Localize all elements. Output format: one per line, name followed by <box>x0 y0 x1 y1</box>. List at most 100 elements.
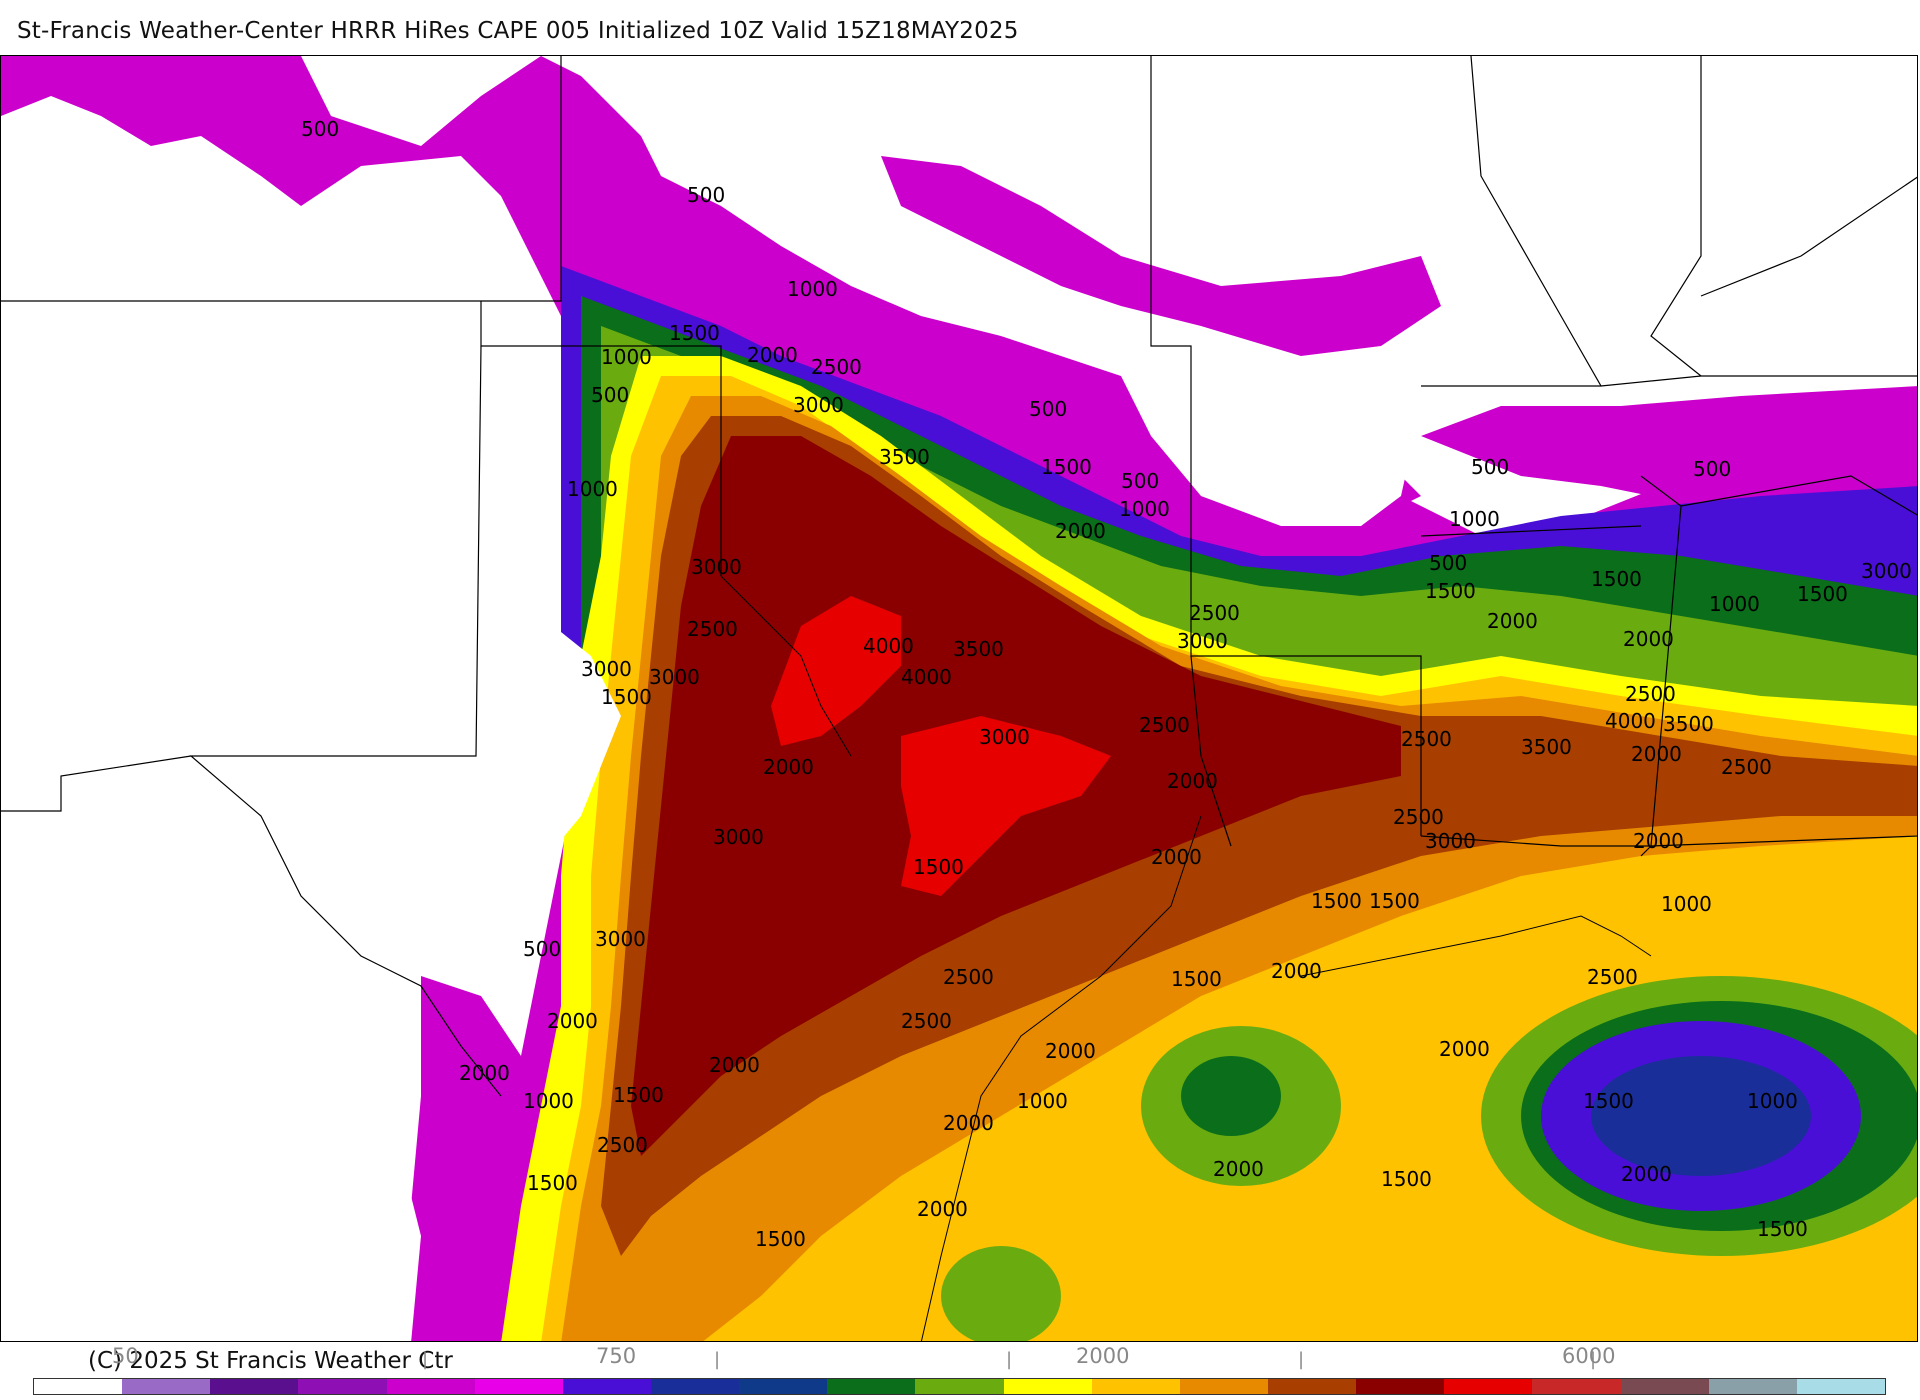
contour-label: 2000 <box>709 1053 760 1077</box>
colorbar-tick-icon: | <box>1006 1349 1013 1370</box>
contour-label: 2000 <box>1167 769 1218 793</box>
contour-label: 1500 <box>755 1227 806 1251</box>
cape-map: 500 500 1000 1500 1000 2000 2500 500 300… <box>0 55 1918 1342</box>
contour-label: 2500 <box>901 1009 952 1033</box>
contour-label: 2000 <box>1439 1037 1490 1061</box>
contour-label: 500 <box>1029 397 1067 421</box>
contour-label: 2000 <box>1213 1157 1264 1181</box>
colorbar-swatch <box>650 1379 740 1394</box>
coastline <box>720 575 1652 1341</box>
contour-label: 1500 <box>613 1083 664 1107</box>
contour-label: 2500 <box>1189 601 1240 625</box>
contour-label: 1000 <box>1709 592 1760 616</box>
contour-label: 1000 <box>787 277 838 301</box>
contour-label: 500 <box>301 117 339 141</box>
colorbar-swatch <box>1708 1379 1797 1394</box>
colorbar-swatch <box>1267 1379 1357 1394</box>
contour-label: 4000 <box>863 634 914 658</box>
map-title: St-Francis Weather-Center HRRR HiRes CAP… <box>17 18 1019 44</box>
colorbar-label: 750 <box>596 1344 637 1368</box>
colorbar-swatch <box>210 1379 299 1394</box>
contour-label: 4000 <box>1605 709 1656 733</box>
contour-label: 2000 <box>1271 959 1322 983</box>
colorbar-tick-icon: | <box>1590 1349 1597 1370</box>
contour-label: 1000 <box>601 345 652 369</box>
contour-label: 1000 <box>1449 507 1500 531</box>
cape-field: 500 500 1000 1500 1000 2000 2500 500 300… <box>1 56 1917 1341</box>
contour-label: 1000 <box>523 1089 574 1113</box>
contour-label: 1500 <box>1311 889 1362 913</box>
colorbar-swatch <box>1091 1379 1180 1394</box>
contour-label: 500 <box>687 183 725 207</box>
contour-label: 2000 <box>459 1061 510 1085</box>
contour-labels: 500 500 1000 1500 1000 2000 2500 500 300… <box>301 117 1912 1251</box>
colorbar-swatch <box>1356 1379 1445 1394</box>
contour-label: 3500 <box>1521 735 1572 759</box>
contour-label: 2000 <box>763 755 814 779</box>
colorbar-swatch <box>1444 1379 1533 1394</box>
no-cape-land <box>1 56 1917 1341</box>
colorbar-tick-icon: | <box>1298 1349 1305 1370</box>
border-lines <box>1 56 1917 1097</box>
contour-label: 2500 <box>811 355 862 379</box>
contour-label: 4000 <box>901 665 952 689</box>
contour-label: 1500 <box>1041 455 1092 479</box>
contour-label: 3500 <box>1663 712 1714 736</box>
colorbar-swatch <box>915 1379 1004 1394</box>
contour-label: 1500 <box>1797 582 1848 606</box>
contour-label: 2500 <box>1625 682 1676 706</box>
colorbar-tick-icon: | <box>714 1349 721 1370</box>
contour-label: 1500 <box>601 685 652 709</box>
contour-label: 2000 <box>1487 609 1538 633</box>
contour-label: 2500 <box>1587 965 1638 989</box>
contour-label: 500 <box>1693 457 1731 481</box>
contour-label: 1000 <box>1661 892 1712 916</box>
contour-label: 1500 <box>1369 889 1420 913</box>
colorbar-swatch <box>386 1379 475 1394</box>
contour-label: 1000 <box>1119 497 1170 521</box>
contour-label: 1000 <box>1017 1089 1068 1113</box>
colorbar-swatch <box>298 1379 387 1394</box>
contour-label: 2500 <box>687 617 738 641</box>
contour-label: 2000 <box>1055 519 1106 543</box>
contour-label: 1500 <box>1171 967 1222 991</box>
contour-label: 1500 <box>1425 579 1476 603</box>
contour-label: 2000 <box>1633 829 1684 853</box>
colorbar-swatch <box>827 1379 916 1394</box>
contour-label: 2500 <box>1721 755 1772 779</box>
contour-label: 2000 <box>747 343 798 367</box>
contour-label: 3000 <box>793 393 844 417</box>
colorbar-swatch <box>34 1379 123 1394</box>
contour-label: 1500 <box>527 1171 578 1195</box>
contour-label: 1000 <box>1747 1089 1798 1113</box>
contour-label: 500 <box>1471 455 1509 479</box>
contour-label: 2500 <box>597 1133 648 1157</box>
contour-label: 3000 <box>581 657 632 681</box>
contour-label: 2000 <box>1623 627 1674 651</box>
contour-label: 3500 <box>953 637 1004 661</box>
contour-label: 1000 <box>567 477 618 501</box>
contour-label: 500 <box>1429 551 1467 575</box>
contour-label: 1500 <box>1381 1167 1432 1191</box>
contour-label: 2500 <box>1139 713 1190 737</box>
contour-label: 2000 <box>1621 1162 1672 1186</box>
contour-label: 1500 <box>1757 1217 1808 1241</box>
colorbar-swatch <box>1179 1379 1268 1394</box>
contour-label: 2500 <box>1393 805 1444 829</box>
colorbar-tick-icon: | <box>422 1349 429 1370</box>
contour-label: 2000 <box>943 1111 994 1135</box>
contour-label: 3000 <box>979 725 1030 749</box>
contour-label: 2000 <box>1045 1039 1096 1063</box>
contour-label: 3000 <box>649 665 700 689</box>
colorbar-label: 6000 <box>1562 1344 1616 1368</box>
contour-label: 2500 <box>1401 727 1452 751</box>
contour-label: 2000 <box>917 1197 968 1221</box>
colorbar-swatch <box>474 1379 563 1394</box>
contour-label: 3000 <box>691 555 742 579</box>
contour-label: 3000 <box>1177 629 1228 653</box>
contour-label: 500 <box>1121 469 1159 493</box>
contour-label: 3000 <box>595 927 646 951</box>
contour-label: 3000 <box>1425 829 1476 853</box>
colorbar-label: 50 <box>112 1344 139 1368</box>
contour-label: 500 <box>591 383 629 407</box>
